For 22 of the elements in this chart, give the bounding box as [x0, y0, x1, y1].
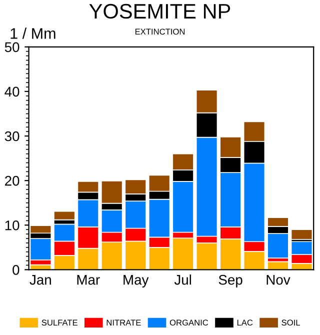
- y-axis-title: 1 / Mm: [10, 28, 56, 39]
- chart-subtitle: EXTINCTION: [135, 28, 185, 35]
- chart-title: YOSEMITE NP: [89, 4, 230, 19]
- legend-label: ORGANIC: [170, 320, 208, 326]
- legend-label: NITRATE: [106, 320, 141, 326]
- y-tick-label: 30: [4, 131, 20, 142]
- x-tick-label: Jul: [174, 274, 192, 285]
- x-tick-label: Jan: [30, 275, 51, 285]
- y-tick-label: 0: [12, 265, 20, 275]
- x-tick-label: Mar: [77, 275, 100, 285]
- x-tick-label: Sep: [218, 274, 242, 288]
- y-tick-label: 10: [5, 220, 20, 230]
- legend-label: SOIL: [282, 320, 300, 326]
- x-tick-label: May: [124, 275, 149, 288]
- bar: [54, 210, 76, 220]
- x-tick-label: Nov: [266, 275, 290, 285]
- legend-label: SULFATE: [42, 320, 78, 326]
- legend-label: LAC: [237, 320, 253, 326]
- y-tick-label: 50: [4, 42, 20, 52]
- y-tick-label: 20: [5, 176, 20, 186]
- y-tick-label: 40: [4, 86, 20, 97]
- bar: [290, 229, 313, 240]
